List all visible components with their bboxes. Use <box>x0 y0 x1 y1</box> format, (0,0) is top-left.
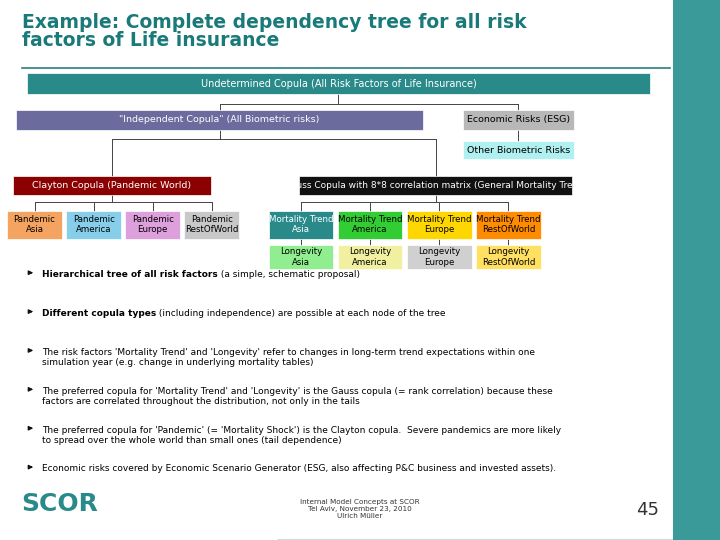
Bar <box>12 176 211 195</box>
Bar <box>184 211 239 239</box>
Text: The preferred copula for 'Pandemic' (= 'Mortality Shock') is the Clayton copula.: The preferred copula for 'Pandemic' (= '… <box>42 426 561 445</box>
Text: Economic risks covered by Economic Scenario Generator (ESG, also affecting P&C b: Economic risks covered by Economic Scena… <box>42 464 556 474</box>
Bar <box>338 211 402 239</box>
Text: Gauss Copula with 8*8 correlation matrix (General Mortality Trend): Gauss Copula with 8*8 correlation matrix… <box>284 181 588 190</box>
Bar <box>17 110 423 130</box>
Text: "Independent Copula" (All Biometric risks): "Independent Copula" (All Biometric risk… <box>120 116 320 124</box>
Bar <box>299 176 572 195</box>
Bar <box>462 141 575 159</box>
Text: factors of Life insurance: factors of Life insurance <box>22 31 279 50</box>
Text: Mortality Trend
Europe: Mortality Trend Europe <box>407 215 472 234</box>
Text: Economic Risks (ESG): Economic Risks (ESG) <box>467 116 570 124</box>
Text: Longevity
Europe: Longevity Europe <box>418 247 460 267</box>
Bar <box>269 211 333 239</box>
Bar <box>7 211 62 239</box>
Bar <box>27 73 649 94</box>
Bar <box>476 211 541 239</box>
Text: (including independence) are possible at each node of the tree: (including independence) are possible at… <box>156 309 446 318</box>
Text: 45: 45 <box>636 502 660 519</box>
Text: Hierarchical tree of all risk factors: Hierarchical tree of all risk factors <box>42 270 217 279</box>
Text: Other Biometric Risks: Other Biometric Risks <box>467 146 570 154</box>
Bar <box>673 0 720 540</box>
Text: Longevity
RestOfWorld: Longevity RestOfWorld <box>482 247 535 267</box>
Bar <box>407 211 472 239</box>
Text: Different copula types: Different copula types <box>42 309 156 318</box>
Text: The risk factors 'Mortality Trend' and 'Longevity' refer to changes in long-term: The risk factors 'Mortality Trend' and '… <box>42 348 535 367</box>
Text: Mortality Trend
RestOfWorld: Mortality Trend RestOfWorld <box>476 215 541 234</box>
Bar <box>125 211 180 239</box>
Text: Pandemic
America: Pandemic America <box>73 215 114 234</box>
Text: Pandemic
Europe: Pandemic Europe <box>132 215 174 234</box>
Text: Mortality Trend
Asia: Mortality Trend Asia <box>269 215 333 234</box>
Text: Pandemic
Asia: Pandemic Asia <box>14 215 55 234</box>
Bar <box>66 211 121 239</box>
Bar <box>338 245 402 269</box>
Text: Undetermined Copula (All Risk Factors of Life Insurance): Undetermined Copula (All Risk Factors of… <box>201 79 476 89</box>
Text: The preferred copula for 'Mortality Trend' and 'Longevity' is the Gauss copula (: The preferred copula for 'Mortality Tren… <box>42 387 552 406</box>
Text: (a simple, schematic proposal): (a simple, schematic proposal) <box>217 270 359 279</box>
Text: Longevity
Asia: Longevity Asia <box>280 247 322 267</box>
Text: Example: Complete dependency tree for all risk: Example: Complete dependency tree for al… <box>22 14 526 32</box>
Bar <box>476 245 541 269</box>
Bar <box>462 110 575 130</box>
Text: Longevity
America: Longevity America <box>349 247 391 267</box>
Bar <box>269 245 333 269</box>
Text: SCOR: SCOR <box>22 492 99 516</box>
Text: Pandemic
RestOfWorld: Pandemic RestOfWorld <box>185 215 238 234</box>
Text: Mortality Trend
America: Mortality Trend America <box>338 215 402 234</box>
Text: Clayton Copula (Pandemic World): Clayton Copula (Pandemic World) <box>32 181 192 190</box>
Text: Internal Model Concepts at SCOR
Tel Aviv, November 23, 2010
Ulrich Müller: Internal Model Concepts at SCOR Tel Aviv… <box>300 500 420 519</box>
Bar <box>407 245 472 269</box>
